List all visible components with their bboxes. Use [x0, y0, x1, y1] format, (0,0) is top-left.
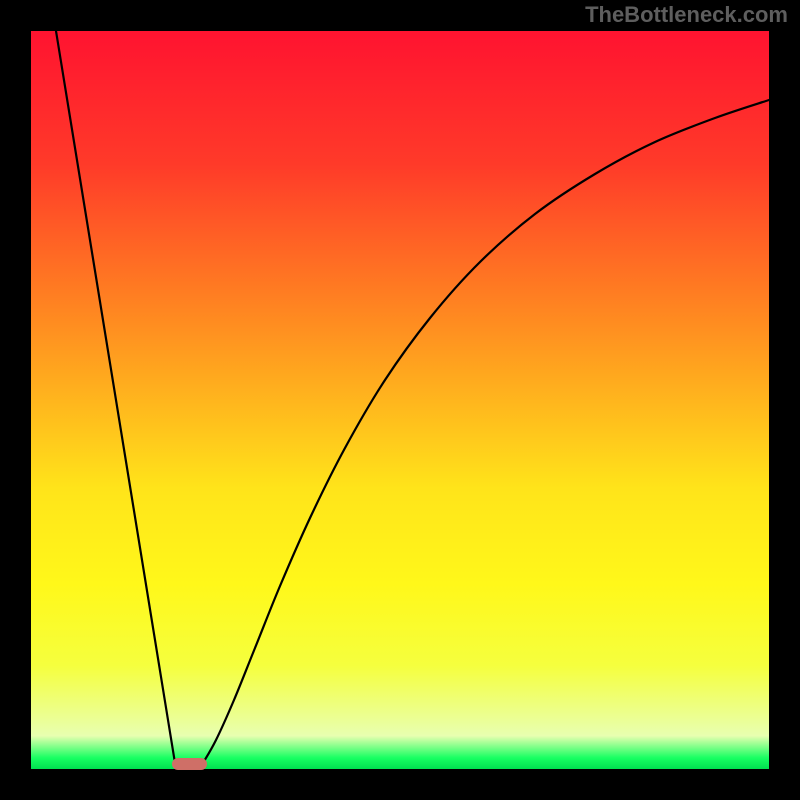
chart-container: TheBottleneck.com: [0, 0, 800, 800]
watermark-text: TheBottleneck.com: [585, 2, 788, 28]
optimal-marker: [172, 758, 207, 770]
bottleneck-chart: [0, 0, 800, 800]
plot-background: [31, 31, 769, 769]
